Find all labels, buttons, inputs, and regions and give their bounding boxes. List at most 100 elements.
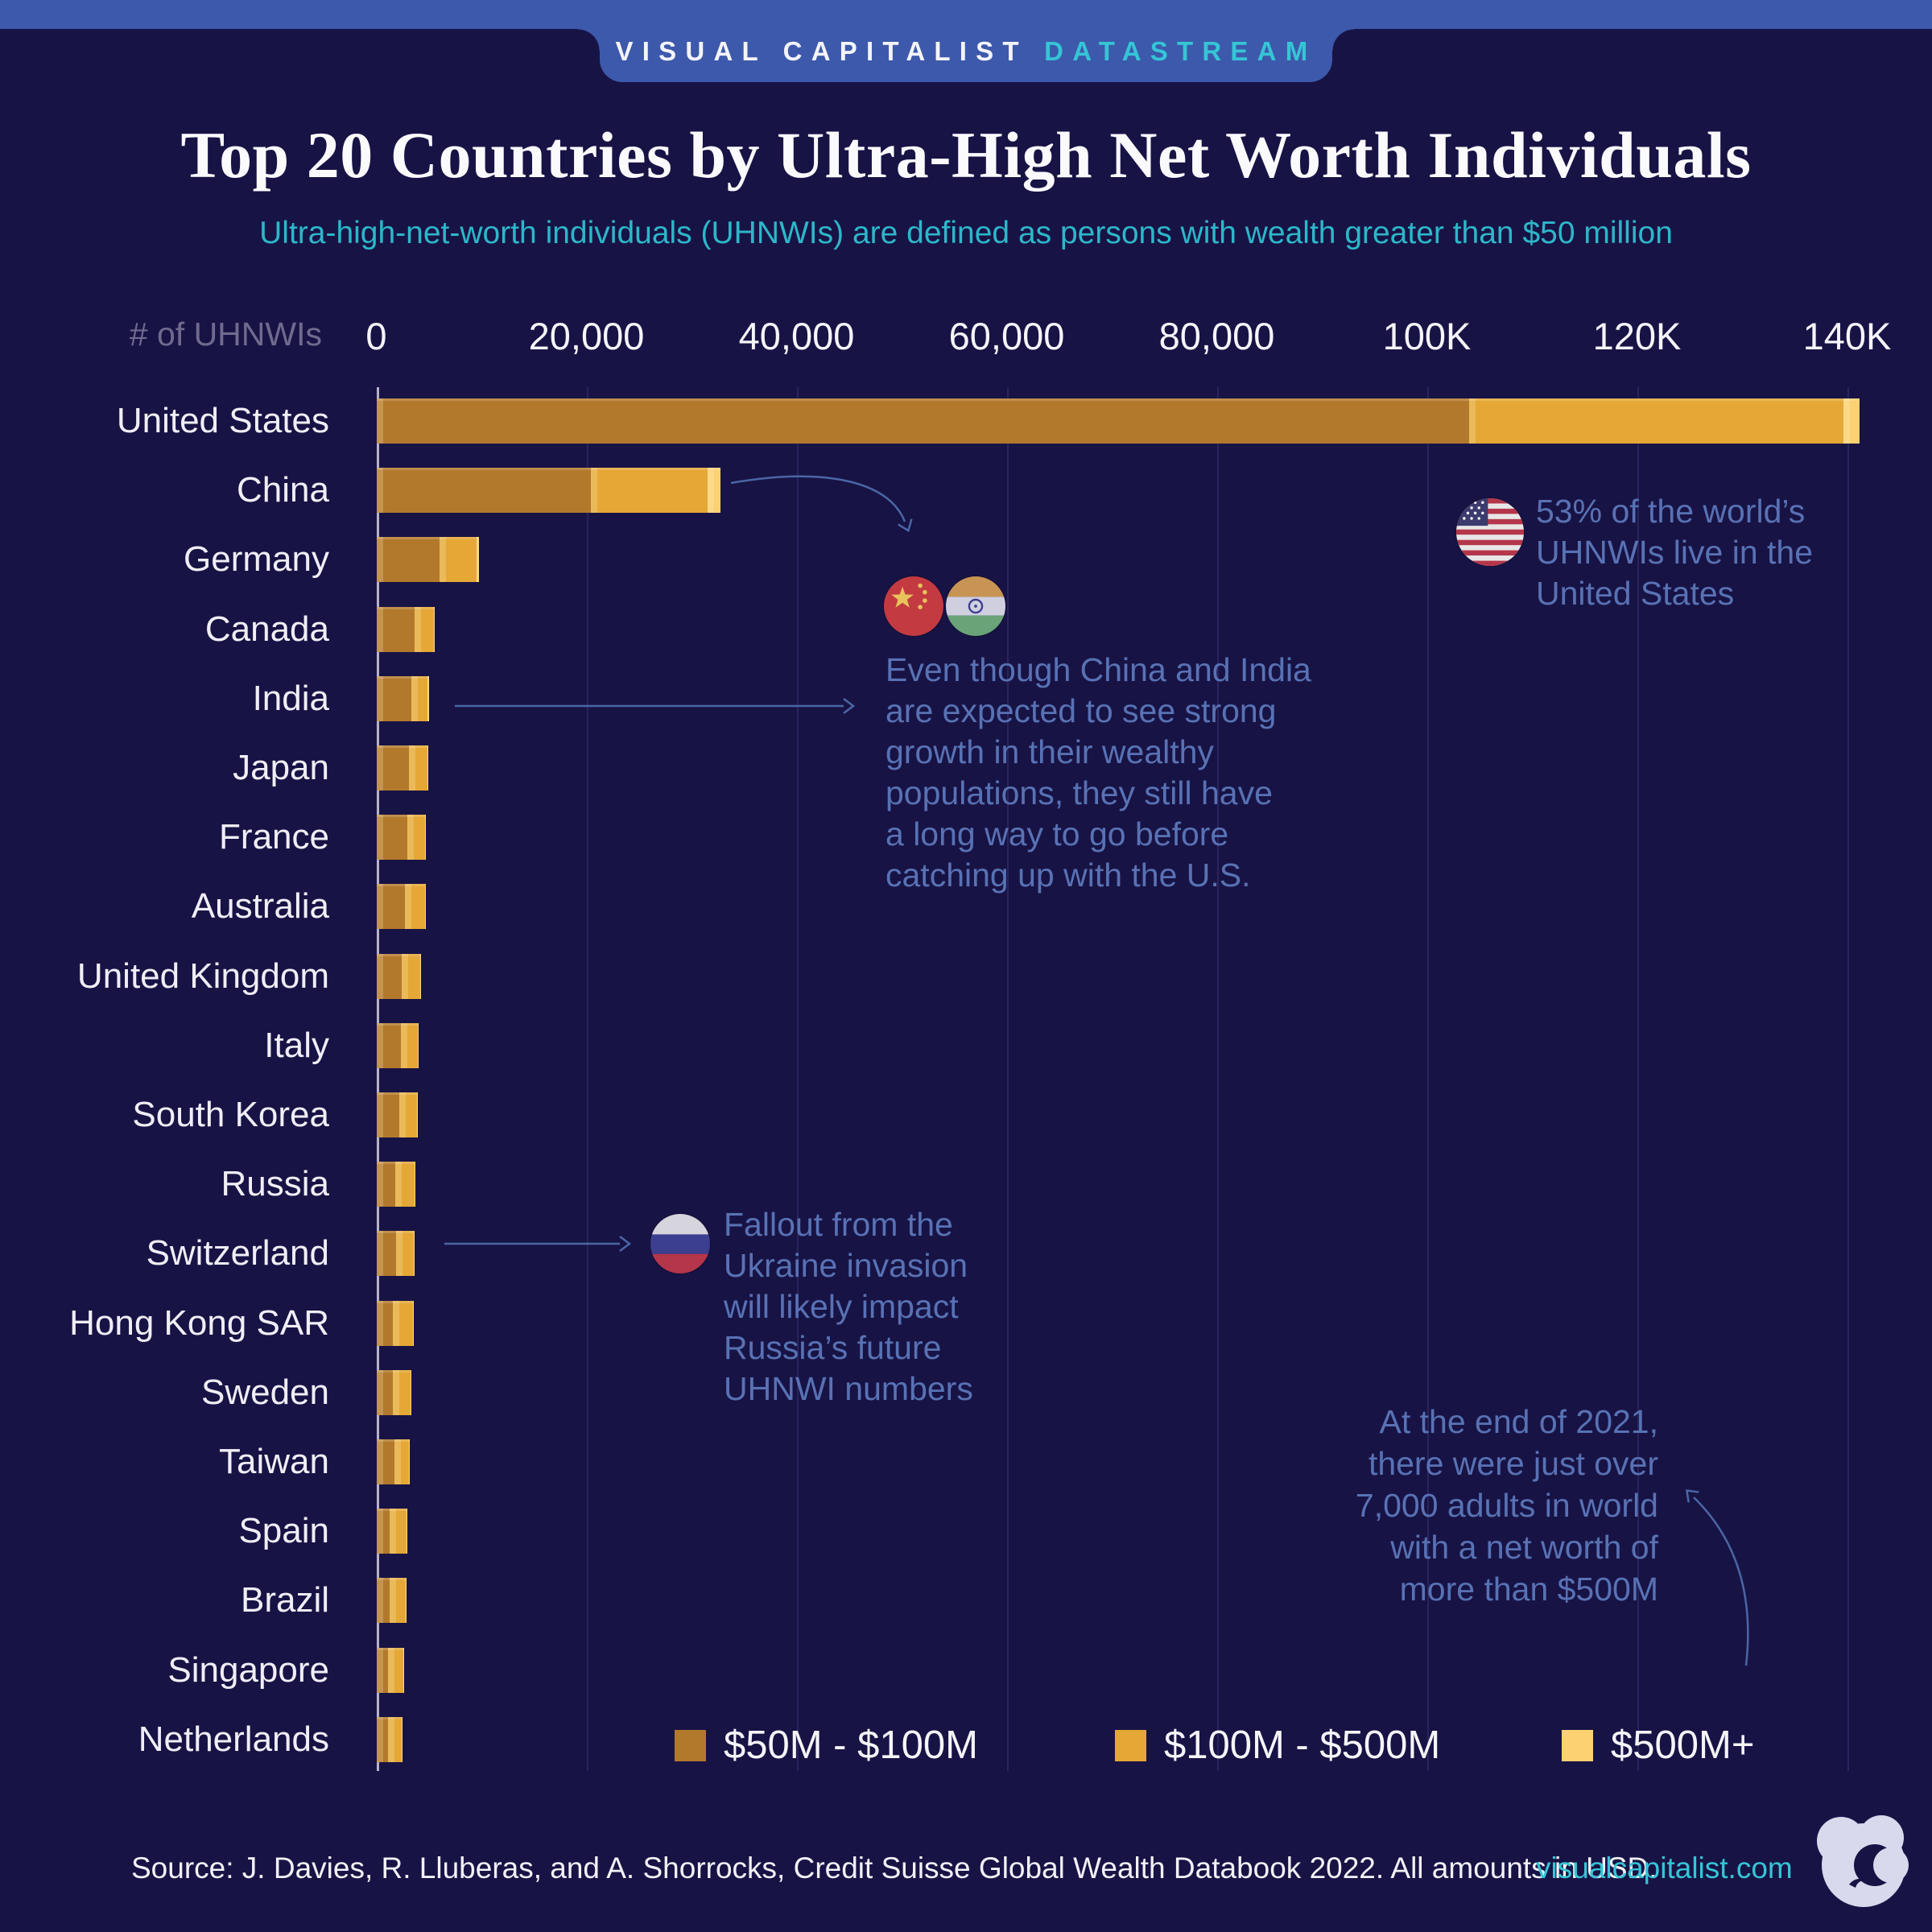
bar-segment [440,537,477,583]
gridline [1426,387,1429,1771]
legend-swatch [1115,1729,1146,1761]
bar-segment [411,675,428,721]
bar-segment [396,1231,415,1277]
country-label: Italy [264,1025,329,1065]
bar-segment [1843,398,1860,444]
bar-segment [424,884,426,930]
bar-segment [393,1369,411,1415]
russia-flag-icon [650,1214,710,1274]
bar-segment [406,1578,407,1624]
bar-segment [591,468,708,514]
country-label: United States [116,401,329,440]
website-link[interactable]: visualcapitalist.com [1536,1852,1793,1885]
bar-segment [401,1022,418,1068]
us-flag-icon [1456,498,1524,566]
axis-tick-label: 40,000 [738,315,855,357]
country-label: United Kingdom [76,956,329,996]
500m-annotation: At the end of 2021, there were just over… [1355,1403,1658,1608]
country-label: Australia [191,886,329,927]
bar-segment [377,1022,401,1068]
country-label: Canada [204,609,329,649]
axis-tick-label: 140K [1802,315,1892,357]
bar-segment [377,468,592,514]
bar-segment [377,606,415,652]
us-annotation: 53% of the world’s UHNWIs live in the Un… [1536,493,1814,612]
gridline [1847,387,1849,1771]
bar-segment [393,1300,413,1346]
bar-segment [394,1439,410,1484]
legend-label: $100M - $500M [1164,1724,1441,1767]
axis-tick-label: 120K [1592,315,1682,357]
bar-segment [377,398,1470,444]
bar-segment [417,1022,419,1068]
bar-segment [377,1092,400,1137]
gridline [1006,387,1009,1771]
bar-segment [419,953,421,999]
bar-segment [377,537,440,583]
bar-segment [377,745,410,791]
bar-segment [476,537,479,583]
bar-segment [377,953,402,999]
country-label: China [237,470,329,510]
country-label: Netherlands [138,1719,329,1759]
bar-segment [387,1647,404,1693]
bar-segment [424,815,426,861]
bar-segment [402,953,420,999]
country-label: India [252,678,329,718]
axis-tick-label: 20,000 [528,315,645,357]
legend-label: $500M+ [1611,1724,1755,1767]
russia-annotation: Fallout from the Ukraine invasion will l… [724,1206,973,1407]
axis-zero-line [376,387,379,1771]
brand-wordmark: VISUAL CAPITALIST DATASTREAM [616,15,1317,67]
page-title: Top 20 Countries by Ultra-High Net Worth… [180,118,1752,192]
legend-swatch [1562,1729,1593,1761]
bar-segment [389,1578,407,1624]
gridline [1637,387,1639,1771]
country-label: Spain [238,1511,329,1551]
gridline [586,387,588,1771]
china-flag-icon [884,576,943,636]
visual-capitalist-logo-icon [1817,1815,1909,1907]
bar-segment [417,1092,418,1137]
bar-segment [1469,398,1844,444]
country-label: Sweden [200,1372,329,1412]
bar-segment [377,1439,395,1484]
legend-item: $100M - $500M [1115,1723,1440,1768]
bar-segment [409,1439,410,1484]
country-label: France [219,817,329,857]
bar-segment [414,1231,415,1277]
legend-label: $50M - $100M [724,1724,978,1767]
bar-segment [412,1300,414,1346]
arrow-500m-to-note [1685,1489,1749,1666]
header-tab-shoulder-right [1332,29,1354,51]
country-label: Japan [233,748,329,787]
brand-datastream: DATASTREAM [1044,36,1317,66]
axis-tick-label: 0 [365,315,387,357]
legend-item: $500M+ [1562,1723,1754,1768]
bar-segment [377,1647,388,1693]
country-label: Singapore [167,1649,329,1690]
bar-segment [395,1162,415,1208]
brand-name: VISUAL CAPITALIST [615,36,1028,66]
gridline [796,387,799,1771]
axis-tick-label: 60,000 [948,315,1065,357]
country-label: Germany [184,539,329,580]
bar-segment [407,815,425,861]
china-india-annotation: Even though China and India are expected… [886,651,1311,894]
bar-segment [377,1716,389,1762]
bar-segment [405,884,425,930]
bar-segment [377,675,412,721]
bar-segment [377,815,408,861]
bar-segment [399,1092,418,1137]
header-tab: VISUAL CAPITALIST DATASTREAM [600,0,1332,82]
bar-segment [388,1716,402,1762]
country-label: Brazil [240,1580,329,1620]
axis-caption: # of UHNWIs [129,316,322,353]
bar-segment [427,745,428,791]
india-flag-icon [946,576,1005,636]
country-label: Russia [221,1164,330,1204]
bar-segment [390,1509,407,1554]
bar-segment [403,1647,404,1693]
gridline [1216,387,1219,1771]
